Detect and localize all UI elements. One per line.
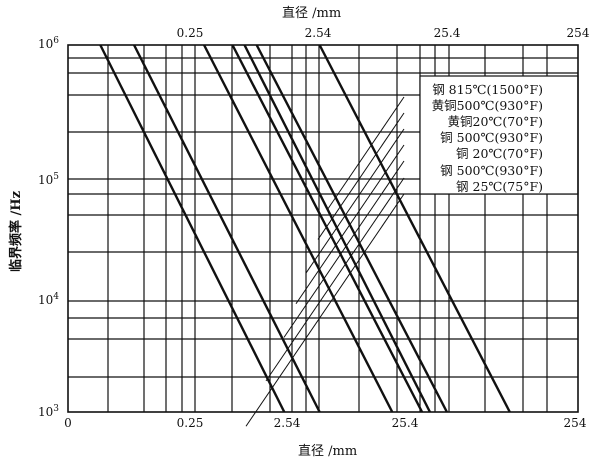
y-tick-exponent: 4	[53, 292, 60, 302]
x-tick-label: 254	[563, 416, 587, 430]
legend-leader-line	[283, 160, 405, 338]
plot-frame	[67, 44, 579, 413]
top-axis-title: 直径 /mm	[282, 6, 342, 21]
x-tick-label: 25.4	[391, 416, 419, 430]
x-tick-label: 0.25	[176, 416, 204, 430]
legend-leader-line	[305, 128, 405, 274]
x-tick-label: 2.54	[273, 416, 301, 430]
legend-entry: 黄铜500℃(930°F)	[431, 98, 543, 113]
y-tick-base: 10	[38, 405, 54, 419]
y-tick-label: 104	[38, 292, 59, 307]
series-line-4	[231, 44, 424, 413]
legend-entry: 钢 815℃(1500°F)	[432, 82, 543, 97]
series-line-3	[243, 44, 431, 413]
y-tick-label: 106	[38, 36, 59, 51]
y-tick-label: 103	[38, 404, 59, 419]
y-tick-base: 10	[38, 37, 54, 51]
x-top-tick-label: 2.54	[304, 26, 332, 40]
y-tick-exponent: 6	[53, 36, 60, 46]
legend-entry: 铜 20℃(70°F)	[456, 146, 543, 161]
y-tick-exponent: 3	[53, 404, 60, 414]
y-axis-title: 临界频率 /Hz	[8, 191, 24, 272]
y-tick-base: 10	[38, 173, 54, 187]
series-line-2	[255, 44, 448, 413]
x-top-tick-label: 25.4	[433, 26, 461, 40]
legend-entry: 黄铜20℃(70°F)	[447, 114, 543, 129]
x-tick-label: 0	[64, 416, 72, 430]
y-tick-exponent: 5	[53, 172, 60, 182]
series-line-6	[133, 44, 321, 413]
series-line-7	[99, 44, 286, 413]
y-tick-base: 10	[38, 293, 54, 307]
legend-entry: 铜 500℃(930°F)	[440, 130, 543, 145]
legend-leader-line	[265, 177, 405, 382]
series-line-5	[203, 44, 394, 413]
legend-leader-line	[327, 96, 405, 210]
legend-box	[419, 75, 579, 195]
x-top-tick-label: 254	[566, 26, 590, 40]
legend-entry: 钢 500℃(930°F)	[440, 163, 543, 178]
bottom-axis-title: 直径 /mm	[298, 444, 358, 459]
series-line-1	[318, 44, 511, 413]
y-tick-label: 105	[38, 172, 59, 187]
x-top-tick-label: 0.25	[176, 26, 204, 40]
legend-entry: 钢 25℃(75°F)	[456, 179, 543, 194]
